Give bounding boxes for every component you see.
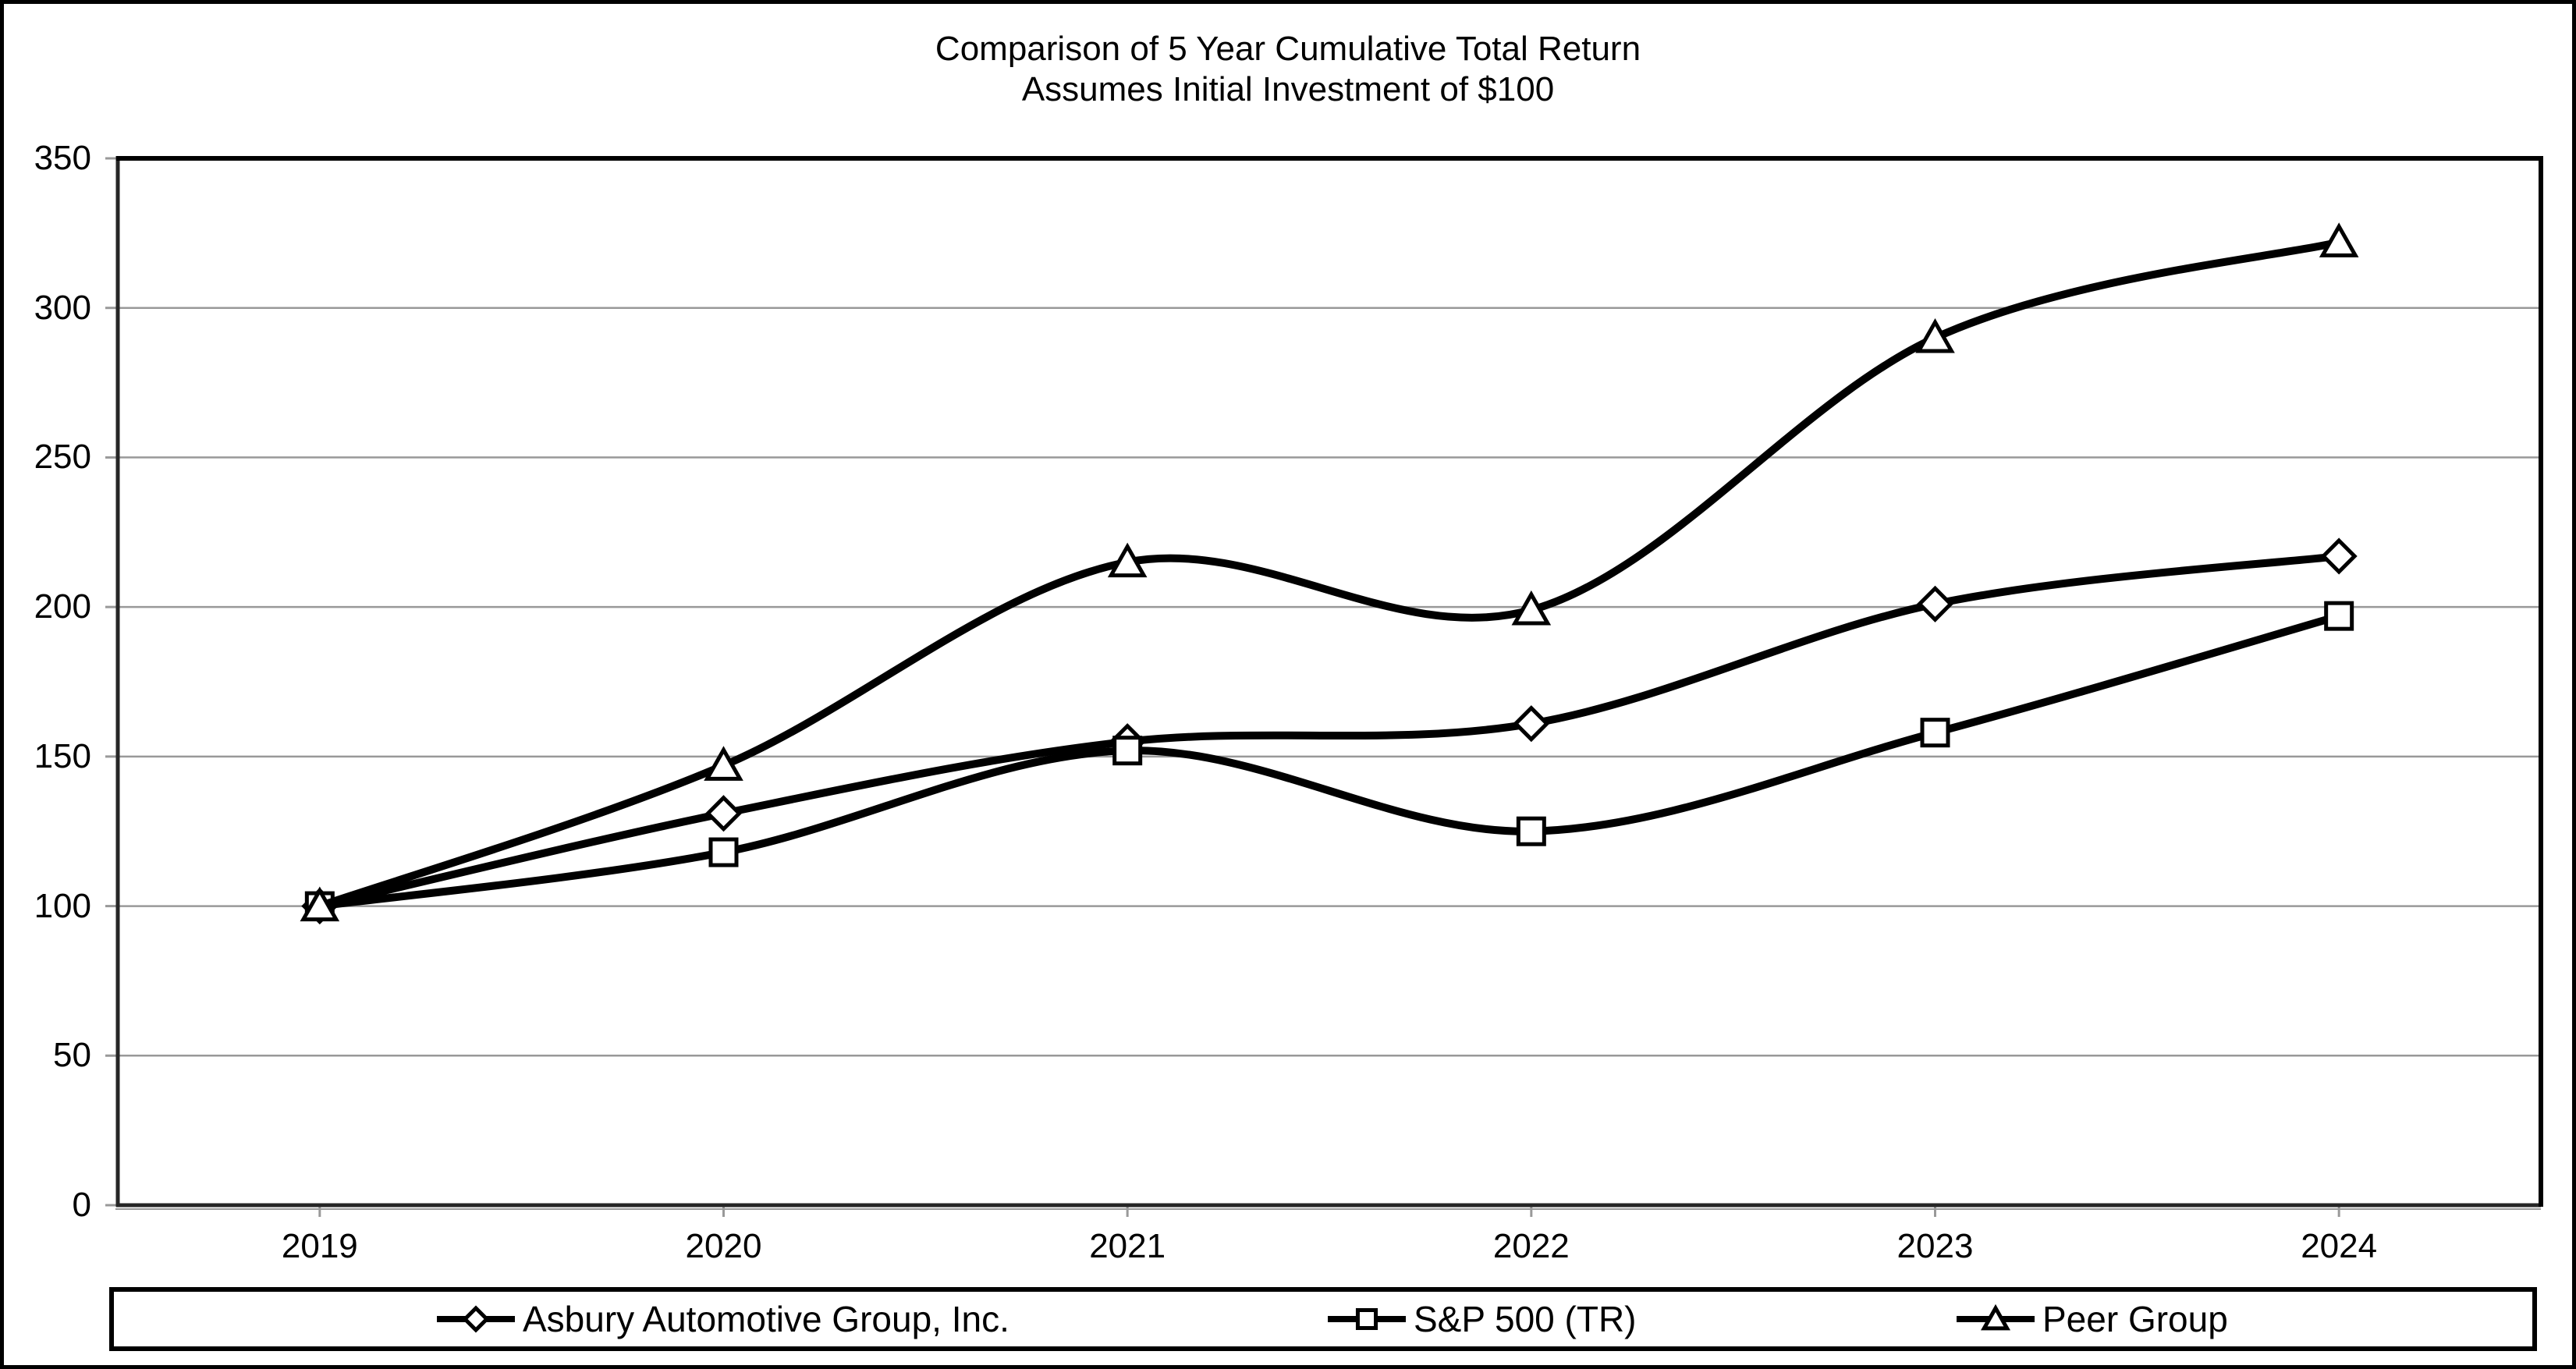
y-tick-label: 150: [34, 736, 91, 775]
chart-title: Comparison of 5 Year Cumulative Total Re…: [935, 30, 1641, 68]
y-tick-label: 100: [34, 886, 91, 925]
data-point-square-marker: [2324, 601, 2354, 631]
y-tick-label: 250: [34, 438, 91, 477]
data-point-triangle-marker: [1107, 542, 1148, 578]
data-point-square-marker: [1920, 718, 1950, 748]
data-point-triangle-marker: [1915, 317, 1955, 353]
x-tick-label: 2019: [281, 1227, 358, 1265]
data-point-diamond-marker: [704, 795, 743, 832]
data-point-diamond-marker: [1513, 705, 1550, 743]
data-point-square-marker: [708, 837, 739, 867]
x-tick-label: 2021: [1089, 1227, 1166, 1265]
legend-item-square: S&P 500 (TR): [1328, 1292, 1636, 1346]
y-tick-label: 300: [34, 288, 91, 327]
square-legend-marker-icon: [1328, 1307, 1406, 1331]
data-point-triangle-marker: [300, 886, 340, 922]
chart-subtitle: Assumes Initial Investment of $100: [1021, 70, 1555, 108]
x-tick-label: 2020: [685, 1227, 762, 1265]
data-point-square-marker: [1516, 816, 1546, 846]
data-point-diamond-marker: [1916, 585, 1954, 622]
legend-label: Peer Group: [2042, 1299, 2228, 1339]
plot-area: [105, 156, 2543, 1217]
y-tick-label: 0: [72, 1186, 91, 1224]
y-tick-label: 50: [53, 1036, 91, 1075]
x-tick-label: 2023: [1897, 1227, 1974, 1265]
legend: Asbury Automotive Group, Inc. S&P 500 (TR…: [109, 1287, 2537, 1351]
legend-item-diamond: Asbury Automotive Group, Inc.: [437, 1292, 1009, 1346]
y-tick-label: 350: [34, 139, 91, 177]
series-line-diamond: [315, 552, 2344, 910]
data-point-triangle-marker: [1511, 590, 1552, 626]
legend-label: Asbury Automotive Group, Inc.: [523, 1299, 1009, 1339]
data-point-square-marker: [1112, 736, 1143, 766]
data-point-diamond-marker: [2320, 537, 2358, 575]
triangle-legend-marker-icon: [1957, 1303, 2035, 1331]
x-tick-label: 2022: [1492, 1227, 1570, 1265]
legend-item-triangle: Peer Group: [1957, 1292, 2228, 1346]
data-point-triangle-marker: [2319, 222, 2359, 257]
x-tick-label: 2024: [2301, 1227, 2378, 1265]
series-line-triangle: [315, 238, 2344, 910]
y-tick-label: 200: [34, 587, 91, 626]
series-line-square: [315, 612, 2344, 910]
data-point-triangle-marker: [704, 746, 743, 781]
diamond-legend-marker-icon: [437, 1305, 515, 1333]
legend-label: S&P 500 (TR): [1414, 1299, 1637, 1339]
